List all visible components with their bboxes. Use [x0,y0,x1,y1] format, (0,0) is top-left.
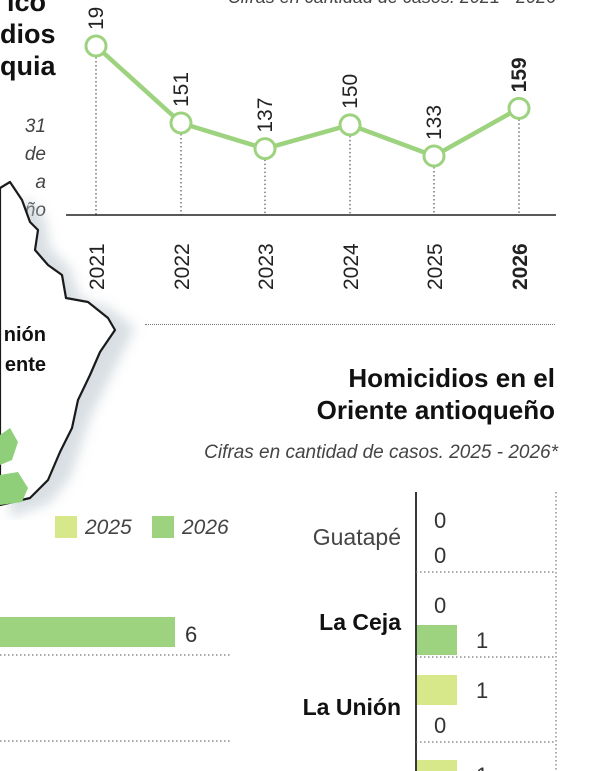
legend-swatch-2026 [152,516,174,538]
left-bar-chart: 2025 2026 6 [0,516,232,742]
line-chart: 19 151 137 150 133 159 2021 2022 2023 2024 2025 202… [66,7,556,290]
section-divider [145,324,555,325]
x-tick-label: 2022 [171,243,194,290]
bottom-chart-subtitle: Cifras en cantidad de casos. 2025 - 2026… [204,442,558,463]
map-region-label-line: nión [3,324,46,346]
bar-value-2026: 0 [434,543,446,568]
bar-2025 [417,675,457,705]
data-label: 151 [170,72,193,107]
series-line [94,44,521,159]
data-label: 137 [254,98,277,133]
data-point [84,34,108,58]
bar-value-2026: 1 [476,628,488,653]
bar-value-2025: 0 [434,593,446,618]
bottom-title-line: Oriente antioqueño [316,395,555,425]
left-note-line: 31 de [24,116,46,165]
data-label: 19 [85,7,108,30]
x-tick-label: 2025 [424,243,447,290]
x-tick-label: 2021 [86,243,109,290]
top-chart-subtitle: Cifras en cantidad de casos. 2021 - 2026 [168,0,556,8]
data-label: 133 [423,105,446,140]
bar-2025 [417,760,457,771]
x-tick-label: 2026 [509,243,532,290]
x-tick-label: 2024 [340,243,363,290]
category-label: Guatapé [313,524,401,550]
x-tick-label: 2023 [255,243,278,290]
category-label: La Ceja [319,609,401,635]
category-label: La Unión [303,694,401,720]
data-point [507,96,531,120]
bar-2026 [417,625,457,655]
bottom-chart-title: Homicidios en el Oriente antioqueño [200,362,555,426]
bar-2026 [0,617,175,647]
bar-value-2026: 0 [434,713,446,738]
map-region-label: nión ente [0,320,46,380]
antioquia-map [0,180,135,518]
municipal-bar-chart: Guatapé 0 0 La Ceja 0 1 La Unión 1 0 1 [303,492,557,771]
bar-value: 6 [185,622,197,647]
data-label: 159 [508,57,531,92]
bar-value-2025: 1 [476,763,488,771]
map-region-b [0,472,28,505]
legend-label: 2025 [84,516,132,539]
bar-value-2025: 0 [434,508,446,533]
data-point [338,113,362,137]
data-point [253,137,277,161]
legend-swatch-2025 [55,516,77,538]
bottom-title-line: Homicidios en el [348,363,555,393]
map-region-label-line: ente [4,354,46,376]
data-label: 150 [339,74,362,109]
bar-value-2025: 1 [476,678,488,703]
left-title-line: ico [6,0,46,17]
map-region-a [0,428,18,465]
data-point [169,111,193,135]
data-point [422,144,446,168]
legend-label: 2026 [181,516,229,539]
